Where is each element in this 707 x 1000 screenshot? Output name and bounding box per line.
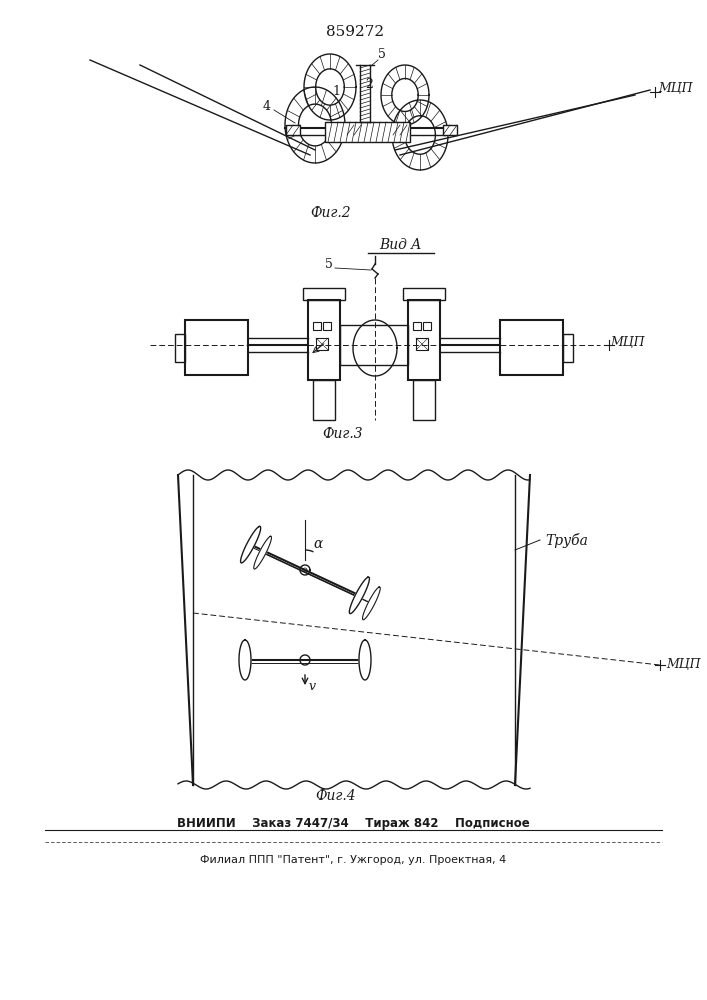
Polygon shape — [240, 526, 261, 563]
Bar — [500, 320, 563, 375]
Polygon shape — [359, 640, 371, 680]
Bar — [316, 338, 328, 350]
Text: МЦП: МЦП — [658, 82, 692, 95]
Text: 1: 1 — [332, 85, 340, 98]
Text: ВНИИПИ    Заказ 7447/34    Тираж 842    Подписное: ВНИИПИ Заказ 7447/34 Тираж 842 Подписное — [177, 816, 530, 830]
Bar — [308, 300, 340, 380]
Polygon shape — [349, 577, 370, 614]
Bar — [313, 322, 321, 330]
Bar — [403, 288, 445, 300]
Text: Вид A: Вид A — [379, 238, 421, 252]
Bar — [323, 322, 331, 330]
Bar — [416, 338, 428, 350]
Bar — [175, 334, 185, 362]
Bar — [413, 322, 421, 330]
Text: Фиг.4: Фиг.4 — [315, 789, 356, 803]
Bar — [408, 300, 440, 380]
Text: Фиг.3: Фиг.3 — [322, 427, 363, 441]
Bar — [286, 125, 300, 135]
Text: 4: 4 — [263, 100, 271, 113]
Text: α: α — [313, 537, 322, 551]
Text: Труба: Труба — [545, 532, 588, 548]
Text: Фиг.2: Фиг.2 — [310, 206, 351, 220]
Polygon shape — [239, 640, 251, 680]
Bar — [313, 380, 335, 420]
Bar — [340, 325, 408, 365]
Bar — [325, 122, 410, 142]
Text: МЦП: МЦП — [610, 336, 645, 349]
Bar — [413, 380, 435, 420]
Bar — [563, 334, 573, 362]
Bar — [423, 322, 431, 330]
Text: Филиал ППП "Патент", г. Ужгород, ул. Проектная, 4: Филиал ППП "Патент", г. Ужгород, ул. Про… — [200, 855, 506, 865]
Bar — [303, 288, 345, 300]
Text: 859272: 859272 — [326, 25, 384, 39]
Text: 2: 2 — [365, 78, 373, 91]
Bar — [347, 125, 361, 135]
Text: v: v — [309, 680, 316, 693]
Bar — [443, 125, 457, 135]
Polygon shape — [254, 536, 271, 569]
Text: 5: 5 — [325, 258, 333, 271]
Text: МЦП: МЦП — [666, 658, 701, 672]
Bar — [185, 320, 248, 375]
Bar — [393, 125, 407, 135]
Polygon shape — [363, 587, 380, 620]
Text: 5: 5 — [378, 48, 386, 61]
